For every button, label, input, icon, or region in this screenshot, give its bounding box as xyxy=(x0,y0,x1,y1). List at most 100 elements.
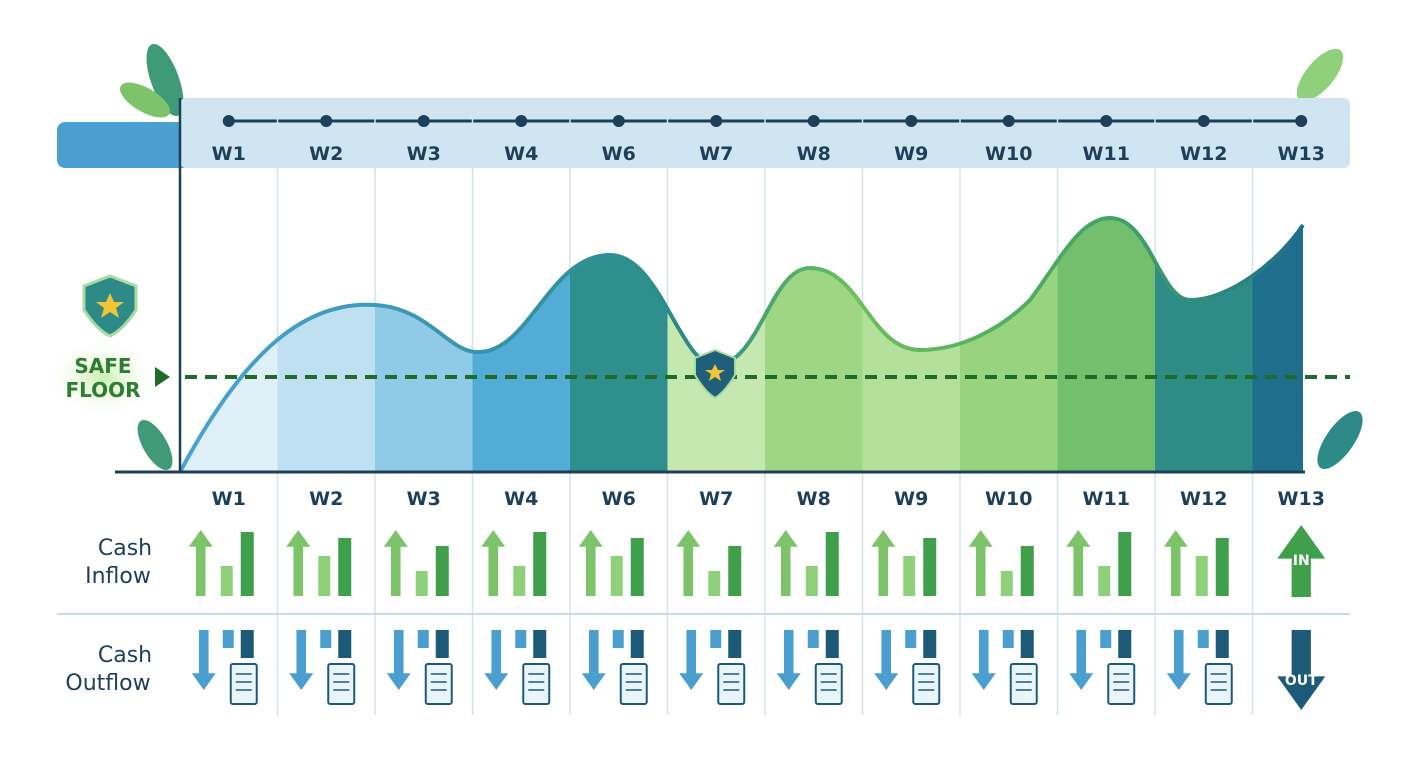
up-arrow xyxy=(1277,525,1326,597)
outflow-bar xyxy=(825,630,839,658)
inflow-bar xyxy=(825,532,839,596)
timeline-dot xyxy=(1295,115,1308,127)
timeline-dot xyxy=(417,115,430,127)
inflow-bar xyxy=(630,538,644,596)
week-label: W8 xyxy=(797,488,831,510)
timeline-dot xyxy=(320,115,333,127)
up-arrow xyxy=(188,530,213,596)
inflow-bar xyxy=(708,571,721,596)
floor-glow xyxy=(43,338,163,418)
week-label: W7 xyxy=(699,488,733,510)
receipt xyxy=(522,663,551,705)
week-label: W11 xyxy=(1083,143,1130,165)
receipt xyxy=(814,663,843,705)
outflow-bar xyxy=(533,630,547,658)
outflow-bar xyxy=(612,630,624,648)
receipt xyxy=(1204,663,1233,705)
week-label: W1 xyxy=(212,488,246,510)
receipt xyxy=(327,663,356,705)
row-label: Inflow xyxy=(85,564,151,589)
week-label: W9 xyxy=(894,143,928,165)
outflow-bar xyxy=(240,630,254,658)
down-arrow xyxy=(971,630,996,690)
leaf xyxy=(1317,411,1363,469)
week-label: W4 xyxy=(504,143,538,165)
up-arrow xyxy=(383,530,408,596)
week-area xyxy=(180,218,278,472)
inflow-bar xyxy=(435,546,449,596)
down-arrow xyxy=(386,630,411,690)
outflow-bar xyxy=(923,630,937,658)
week-area xyxy=(1155,218,1253,472)
down-arrow xyxy=(1069,630,1094,690)
outflow-bar xyxy=(515,630,527,648)
star xyxy=(705,364,725,381)
inflow-bar xyxy=(240,532,254,596)
timeline-dot xyxy=(807,115,820,127)
outflow-bar xyxy=(710,630,722,648)
leaf xyxy=(1296,48,1344,102)
week-label: W12 xyxy=(1180,488,1227,510)
safe-floor-label: FLOOR xyxy=(65,378,140,402)
inflow-bar xyxy=(318,556,331,596)
receipt xyxy=(424,663,453,705)
down-arrow xyxy=(776,630,801,690)
week-label: W7 xyxy=(699,143,733,165)
week-label: W3 xyxy=(407,143,441,165)
week-label: W6 xyxy=(602,488,636,510)
outflow-bar xyxy=(1020,630,1034,658)
inflow-badge: IN xyxy=(1293,553,1310,569)
week-label: W6 xyxy=(602,143,636,165)
up-arrow xyxy=(481,530,506,596)
inflow-bar xyxy=(338,538,352,596)
outflow-bar xyxy=(1100,630,1112,648)
outflow-bar xyxy=(222,630,234,648)
up-arrow xyxy=(676,530,701,596)
row-label: Outflow xyxy=(65,671,150,696)
timeline-dot xyxy=(515,115,528,127)
timeline-dot xyxy=(710,115,723,127)
up-arrow xyxy=(773,530,798,596)
timeline-dot xyxy=(222,115,235,127)
inflow-bar xyxy=(1098,566,1111,596)
week-label: W9 xyxy=(894,488,928,510)
leaf xyxy=(137,420,173,470)
week-label: W10 xyxy=(985,488,1032,510)
inflow-bar xyxy=(923,538,937,596)
timeline-dot xyxy=(612,115,625,127)
inflow-bar xyxy=(1000,571,1013,596)
receipt xyxy=(229,663,258,705)
receipt xyxy=(717,663,746,705)
down-arrow xyxy=(679,630,704,690)
up-arrow xyxy=(968,530,993,596)
week-area xyxy=(862,218,960,472)
week-area xyxy=(765,218,863,472)
leaf xyxy=(146,43,184,117)
up-arrow xyxy=(1066,530,1091,596)
down-arrow xyxy=(1166,630,1191,690)
up-arrow xyxy=(871,530,896,596)
week-area xyxy=(277,218,375,472)
week-label: W2 xyxy=(309,488,343,510)
outflow-bar xyxy=(1002,630,1014,648)
week-label: W10 xyxy=(985,143,1032,165)
inflow-bar xyxy=(415,571,428,596)
flow-icons: IN OUT xyxy=(188,525,1326,710)
week-label: W4 xyxy=(504,488,538,510)
week-label: W11 xyxy=(1083,488,1130,510)
inflow-bar xyxy=(728,546,742,596)
inflow-bar xyxy=(1118,532,1132,596)
down-arrow xyxy=(1277,630,1326,710)
outflow-bar xyxy=(1215,630,1229,658)
receipt xyxy=(1107,663,1136,705)
receipt xyxy=(619,663,648,705)
timeline-dot xyxy=(905,115,918,127)
week-label: W8 xyxy=(797,143,831,165)
week-label: W1 xyxy=(212,143,246,165)
down-arrow xyxy=(289,630,314,690)
inflow-bar xyxy=(1195,556,1208,596)
week-label: W2 xyxy=(309,143,343,165)
outflow-bar xyxy=(1118,630,1132,658)
inflow-bar xyxy=(533,532,547,596)
